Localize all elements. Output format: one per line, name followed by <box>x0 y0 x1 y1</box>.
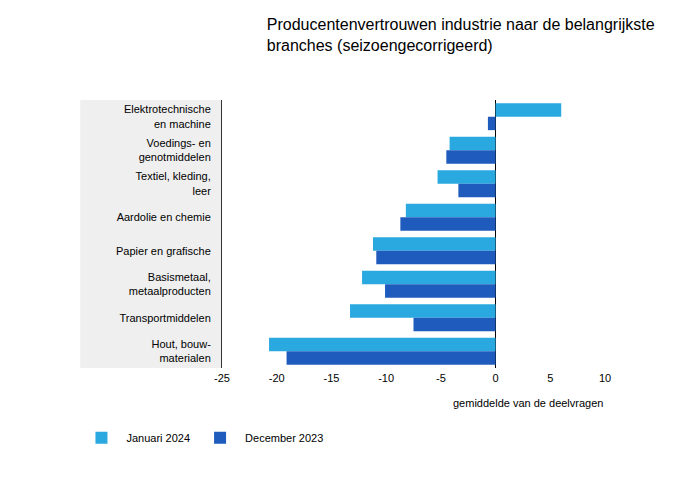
svg-text:5: 5 <box>547 372 553 384</box>
svg-text:-15: -15 <box>323 372 339 384</box>
svg-text:Elektrotechnischeen machine: Elektrotechnischeen machine <box>124 103 211 129</box>
svg-text:Januari 2024: Januari 2024 <box>126 432 190 444</box>
svg-text:-25: -25 <box>214 372 230 384</box>
svg-text:gemiddelde van de deelvragen: gemiddelde van de deelvragen <box>453 397 603 409</box>
svg-text:Basismetaal,metaalproducten: Basismetaal,metaalproducten <box>129 271 211 297</box>
svg-text:-10: -10 <box>378 372 394 384</box>
svg-text:-20: -20 <box>269 372 285 384</box>
svg-text:-5: -5 <box>436 372 446 384</box>
svg-text:Transportmiddelen: Transportmiddelen <box>119 312 210 324</box>
svg-text:Papier en grafische: Papier en grafische <box>116 245 211 257</box>
svg-text:Producentenvertrouwen industri: Producentenvertrouwen industrie naar de … <box>267 16 655 54</box>
svg-text:December 2023: December 2023 <box>245 432 323 444</box>
svg-text:Aardolie en chemie: Aardolie en chemie <box>117 211 211 223</box>
svg-text:0: 0 <box>493 372 499 384</box>
svg-text:10: 10 <box>599 372 611 384</box>
svg-text:Hout, bouw-materialen: Hout, bouw-materialen <box>151 338 211 364</box>
svg-text:Textiel, kleding,leer: Textiel, kleding,leer <box>136 170 212 196</box>
svg-text:Voedings- engenotmiddelen: Voedings- engenotmiddelen <box>139 137 211 163</box>
